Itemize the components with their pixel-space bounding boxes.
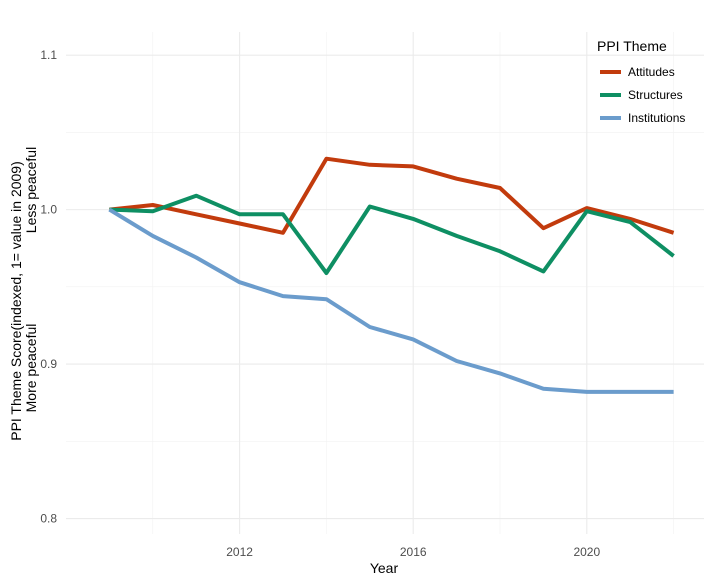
grid-minor (66, 32, 704, 534)
series-line-attitudes (109, 156, 675, 235)
series-line-structures (109, 193, 675, 275)
y-tick-label: 0.8 (40, 512, 57, 526)
y-tick-label: 1.1 (40, 48, 57, 62)
y-axis-subtitle-more-peaceful: More peaceful (23, 324, 39, 413)
x-tick-label: 2012 (226, 545, 253, 559)
y-tick-label: 0.9 (40, 357, 57, 371)
x-tick-label: 2020 (573, 545, 600, 559)
series-lines (108, 156, 675, 394)
y-tick-labels: 0.8 0.9 1.0 1.1 (40, 48, 57, 525)
x-tick-labels: 2012 2016 2020 (226, 545, 600, 559)
legend-title: PPI Theme (597, 38, 667, 54)
legend-label-institutions: Institutions (628, 111, 685, 125)
grid-major (66, 32, 704, 534)
x-tick-label: 2016 (400, 545, 427, 559)
legend-label-structures: Structures (628, 88, 683, 102)
y-axis-subtitle-less-peaceful: Less peaceful (23, 147, 39, 233)
y-tick-label: 1.0 (40, 203, 57, 217)
legend-label-attitudes: Attitudes (628, 65, 675, 79)
series-line-institutions (108, 207, 674, 394)
legend: PPI Theme Attitudes Structures Institution… (597, 38, 685, 125)
x-axis-title: Year (370, 560, 399, 576)
y-axis-title: PPI Theme Score(indexed, 1= value in 200… (8, 161, 24, 441)
